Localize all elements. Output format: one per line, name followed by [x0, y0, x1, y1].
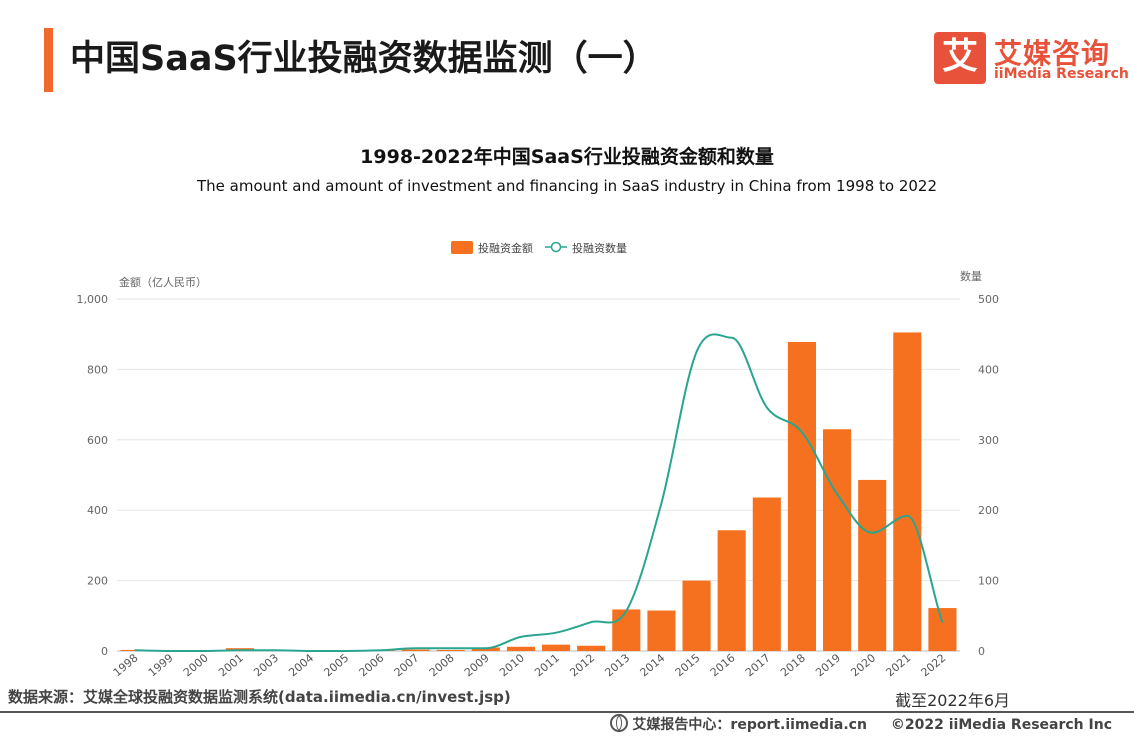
bar-2018 — [787, 341, 816, 651]
y-left-tick-label: 200 — [87, 575, 108, 588]
x-tick-label: 2000 — [181, 651, 211, 679]
x-tick-label: 2014 — [638, 651, 668, 679]
bar-2020 — [858, 479, 887, 651]
bar-2011 — [542, 644, 571, 651]
y-left-tick-label: 800 — [87, 363, 108, 376]
title-accent-bar — [44, 28, 53, 92]
x-tick-label: 2011 — [532, 651, 562, 679]
x-tick-label: 2005 — [321, 651, 351, 679]
x-tick-label: 2020 — [848, 651, 878, 679]
page-title: 中国SaaS行业投融资数据监测（一） — [70, 39, 658, 79]
bar-2007 — [401, 649, 430, 651]
bar-2016 — [717, 530, 746, 651]
bar-2015 — [682, 580, 711, 651]
y-left-tick-label: 600 — [87, 434, 108, 447]
x-tick-label: 2010 — [497, 651, 527, 679]
legend-swatch-amount — [451, 241, 473, 254]
y-right-tick-label: 500 — [978, 293, 999, 306]
y-left-tick-label: 0 — [101, 645, 108, 658]
x-tick-label: 2022 — [919, 651, 949, 679]
report-center-link[interactable]: 艾媒报告中心：report.iimedia.cn — [632, 717, 867, 733]
bar-2017 — [752, 497, 781, 651]
bar-1998 — [120, 649, 149, 651]
bar-2012 — [577, 645, 606, 651]
legend-marker-count — [550, 241, 562, 253]
combo-chart: 0 200 400 600 800 1,000 0 100 200 300 400 500 金额（亿人民… — [77, 241, 999, 679]
x-tick-label: 2006 — [357, 651, 387, 679]
legend-label-amount: 投融资金额 — [478, 241, 533, 255]
x-tick-label: 2001 — [216, 651, 246, 679]
globe-icon — [610, 714, 629, 732]
y-right-tick-label: 100 — [978, 575, 999, 588]
x-tick-label: 2013 — [602, 651, 632, 679]
x-tick-label: 2004 — [286, 651, 316, 679]
x-tick-label: 2019 — [813, 651, 843, 679]
x-tick-label: 2015 — [673, 651, 703, 679]
x-tick-label: 2021 — [883, 651, 913, 679]
x-tick-label: 2003 — [251, 651, 281, 679]
logo-cn-text: 艾媒咨询 — [994, 37, 1111, 70]
x-tick-label: 1998 — [111, 651, 141, 679]
footer-bottom: 艾媒报告中心：report.iimedia.cn ©2022 iiMedia Re… — [610, 714, 1112, 734]
copyright: ©2022 iiMedia Research Inc — [890, 717, 1112, 733]
x-tick-label: 2018 — [778, 651, 808, 679]
y-right-tick-label: 0 — [978, 645, 985, 658]
bar-2013 — [612, 609, 641, 651]
y-right-axis-title: 数量 — [960, 270, 982, 283]
legend-label-count: 投融资数量 — [572, 241, 627, 255]
y-right-tick-label: 300 — [978, 434, 999, 447]
chart-title: 1998-2022年中国SaaS行业投融资金额和数量 — [360, 146, 774, 168]
logo-mark-text: 艾 — [941, 36, 978, 77]
logo-mark: 艾 — [934, 32, 986, 84]
x-tick-label: 2009 — [462, 651, 492, 679]
bar-2010 — [506, 646, 535, 651]
iimedia-logo: 艾 艾媒咨询 iiMedia Research — [934, 32, 1129, 88]
x-tick-label: 2017 — [743, 651, 773, 679]
x-tick-label: 2008 — [427, 651, 457, 679]
x-tick-label: 1999 — [146, 651, 176, 679]
y-right-tick-label: 200 — [978, 504, 999, 517]
x-tick-label: 2012 — [567, 651, 597, 679]
bar-2019 — [823, 429, 852, 651]
count-line — [134, 333, 944, 653]
bar-2009 — [471, 647, 500, 651]
y-left-tick-label: 400 — [87, 504, 108, 517]
bar-2014 — [647, 610, 676, 651]
bar-2008 — [436, 649, 465, 651]
x-tick-label: 2007 — [392, 651, 422, 679]
y-left-axis-title: 金额（亿人民币） — [119, 275, 207, 289]
chart-subtitle: The amount and amount of investment and … — [196, 177, 938, 195]
footer-divider — [0, 711, 1134, 713]
bar-2022 — [928, 608, 957, 651]
x-tick-label: 2016 — [708, 651, 738, 679]
data-cutoff-date: 截至2022年6月 — [895, 691, 1010, 710]
y-right-tick-label: 400 — [978, 363, 999, 376]
logo-en-text: iiMedia Research — [994, 66, 1129, 82]
bar-2021 — [893, 332, 922, 651]
y-left-tick-label: 1,000 — [77, 293, 109, 306]
data-source: 数据来源：艾媒全球投融资数据监测系统(data.iimedia.cn/inves… — [8, 688, 511, 706]
